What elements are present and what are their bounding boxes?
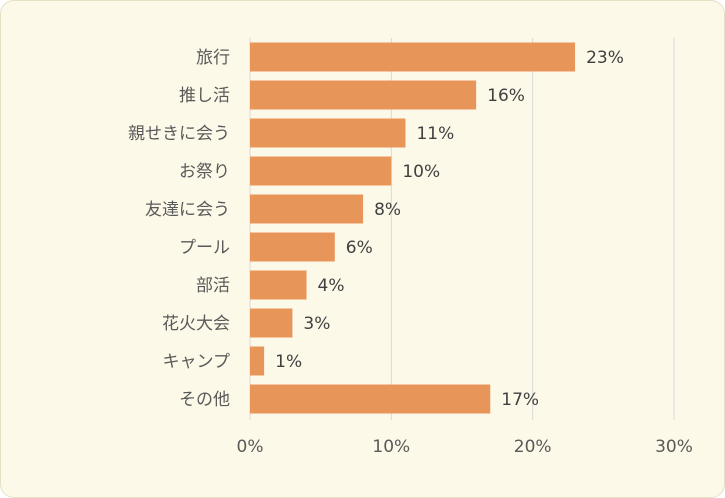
category-label: 部活 (196, 276, 230, 296)
data-label: 1% (275, 352, 302, 372)
bar (250, 346, 265, 376)
category-label: プール (179, 238, 230, 258)
x-tick-labels: 0% 10% 20% 30% (237, 437, 693, 457)
category-label: 推し活 (179, 86, 230, 106)
x-tick-label: 0% (237, 437, 264, 457)
data-label: 3% (303, 314, 330, 334)
data-labels: 23% 16% 11% 10%8%6%4% 3%1% 17% (275, 48, 624, 410)
category-label: その他 (179, 390, 230, 410)
category-label: 旅行 (196, 48, 230, 68)
bar (250, 118, 406, 148)
category-label: お祭り (179, 162, 230, 182)
bar (250, 80, 477, 110)
data-label: 11% (416, 124, 454, 144)
x-tick-label: 20% (514, 437, 552, 457)
bars (250, 42, 576, 414)
category-label: 親せきに会う (128, 124, 230, 144)
bar (250, 232, 335, 262)
data-label: 17% (501, 390, 539, 410)
category-label: キャンプ (163, 352, 231, 372)
category-label: 友達に会う (145, 200, 230, 220)
category-label: 花火大会 (162, 314, 230, 334)
data-label: 8% (374, 200, 401, 220)
data-label: 4% (318, 276, 345, 296)
bar (250, 194, 364, 224)
data-label: 6% (346, 238, 373, 258)
data-label: 10% (402, 162, 440, 182)
x-tick-label: 10% (372, 437, 410, 457)
bar (250, 308, 293, 338)
bar (250, 42, 576, 72)
bar (250, 156, 392, 186)
data-label: 23% (586, 48, 624, 68)
bar (250, 270, 307, 300)
x-tick-label: 30% (655, 437, 693, 457)
bar (250, 384, 491, 414)
data-label: 16% (487, 86, 525, 106)
